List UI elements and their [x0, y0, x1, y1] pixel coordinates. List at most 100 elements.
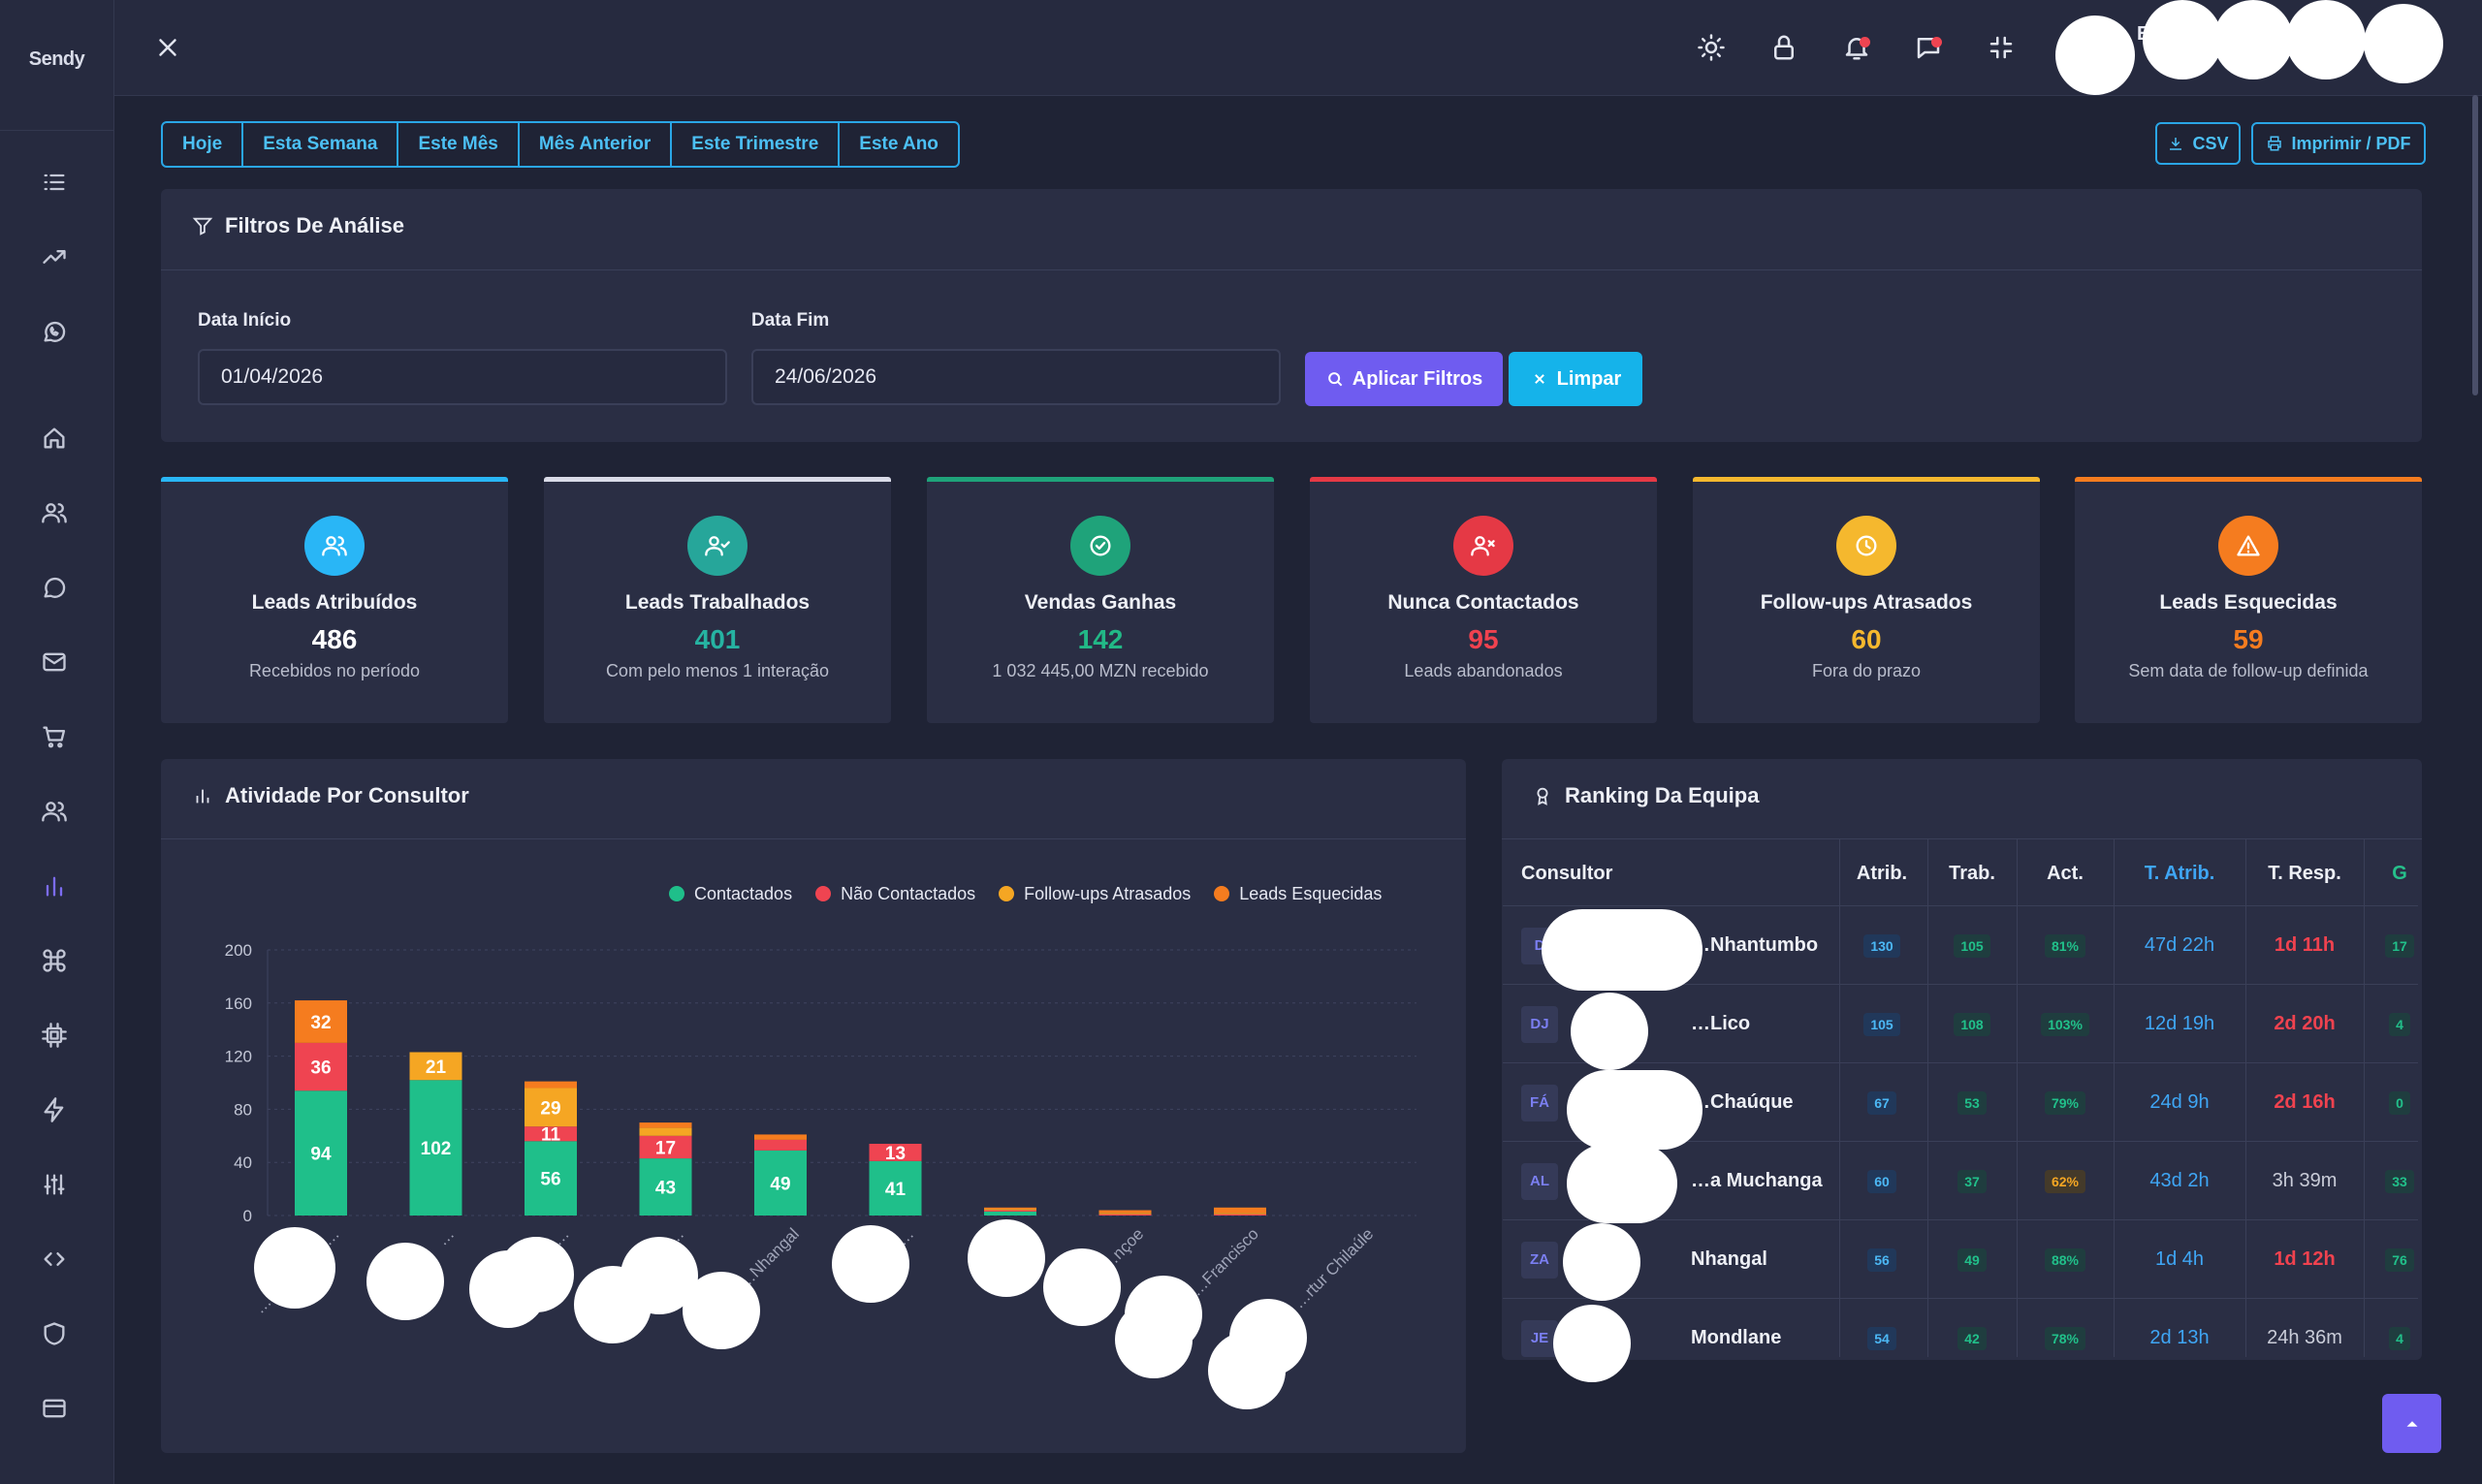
- t-resp-value: 2d 16h: [2274, 1091, 2336, 1113]
- legend-item-contactados[interactable]: Contactados: [669, 884, 792, 904]
- y-tick-label: 0: [243, 1207, 252, 1225]
- avatar: AL: [1521, 1162, 1558, 1200]
- table-cell: 53: [1927, 1063, 2017, 1142]
- legend-label: Contactados: [694, 884, 793, 903]
- table-cell: ZA: [1521, 1220, 1579, 1299]
- col-header-t-atrib[interactable]: T. Atrib.: [2144, 862, 2215, 884]
- close-icon[interactable]: [149, 29, 186, 66]
- chat-icon[interactable]: [37, 570, 72, 605]
- start-date-input[interactable]: 01/04/2026: [198, 349, 727, 405]
- clear-filters-button[interactable]: Limpar: [1509, 352, 1642, 406]
- team-icon[interactable]: [37, 794, 72, 829]
- command-icon[interactable]: [37, 943, 72, 978]
- redaction-mark: [2213, 0, 2293, 79]
- table-row[interactable]: ZA Nhangal 56 49 88% 1d 4h 1d 12h 76: [1503, 1219, 2418, 1299]
- table-cell: 1d 11h: [2245, 906, 2364, 985]
- table-row[interactable]: FÁ …Chaúque 67 53 79% 24d 9h 2d 16h 0: [1503, 1062, 2418, 1142]
- ranking-divider: [1502, 838, 2422, 839]
- table-cell: 47d 22h: [2114, 906, 2245, 985]
- kpi-title: Leads Atribuídos: [251, 591, 418, 614]
- data-label: 94: [310, 1145, 332, 1165]
- home-icon[interactable]: [37, 421, 72, 456]
- mail-icon[interactable]: [37, 645, 72, 679]
- bar-segment: [525, 1141, 577, 1216]
- redaction-mark: [366, 1243, 444, 1320]
- data-label: 49: [770, 1174, 790, 1194]
- apply-filters-button[interactable]: Aplicar Filtros: [1305, 352, 1503, 406]
- tab-hoje[interactable]: Hoje: [163, 123, 244, 166]
- table-cell: 3h 39m: [2245, 1142, 2364, 1220]
- zap-icon[interactable]: [37, 1092, 72, 1127]
- message-icon[interactable]: [1910, 29, 1947, 66]
- table-row[interactable]: AL …a Muchanga 60 37 62% 43d 2h 3h 39m 33: [1503, 1141, 2418, 1220]
- act-badge: 88%: [2044, 1247, 2086, 1272]
- legend-item-followups-atrasados[interactable]: Follow-ups Atrasados: [999, 884, 1191, 904]
- cart-icon[interactable]: [37, 719, 72, 754]
- print-pdf-button[interactable]: Imprimir / PDF: [2251, 122, 2426, 165]
- download-icon: [2170, 138, 2182, 150]
- tab-esta-semana[interactable]: Esta Semana: [243, 123, 399, 166]
- col-header-consultor[interactable]: Consultor: [1521, 862, 1613, 884]
- tab-este-ano[interactable]: Este Ano: [859, 134, 939, 154]
- g-badge: 4: [2389, 1012, 2410, 1036]
- kpi-accent-bar: [1693, 477, 2040, 482]
- atrib-badge: 130: [1863, 933, 1900, 958]
- t-atrib-value: 43d 2h: [2149, 1170, 2210, 1191]
- cpu-icon[interactable]: [37, 1018, 72, 1053]
- end-date-input[interactable]: 24/06/2026: [751, 349, 1281, 405]
- y-tick-label: 160: [225, 995, 252, 1013]
- bar-segment: [639, 1127, 692, 1136]
- data-label: 102: [421, 1139, 452, 1159]
- col-header-trab[interactable]: Trab.: [1949, 862, 1995, 884]
- code-icon[interactable]: [37, 1242, 72, 1277]
- sliders-icon[interactable]: [37, 1167, 72, 1202]
- bar-segment: [639, 1135, 692, 1159]
- kpi-accent-bar: [544, 477, 891, 482]
- avatar[interactable]: [2055, 16, 2135, 95]
- sun-icon[interactable]: [1693, 29, 1730, 66]
- consultant-name: …a Muchanga: [1691, 1170, 1823, 1191]
- page-scrollbar[interactable]: [2472, 95, 2478, 395]
- list-icon[interactable]: [37, 165, 72, 200]
- bell-icon[interactable]: [1838, 29, 1875, 66]
- data-label: 41: [885, 1180, 907, 1200]
- search-icon: [1327, 372, 1343, 387]
- legend-item-leads-esquecidas[interactable]: Leads Esquecidas: [1214, 884, 1382, 904]
- scroll-top-button[interactable]: [2382, 1394, 2441, 1453]
- col-header-act[interactable]: Act.: [2047, 862, 2084, 884]
- check-circle-icon: [1070, 516, 1130, 576]
- col-header-atrib[interactable]: Atrib.: [1856, 862, 1908, 884]
- bar-chart-icon[interactable]: [37, 868, 72, 903]
- table-row[interactable]: DJ …Lico 105 108 103% 12d 19h 2d 20h 4: [1503, 984, 2418, 1063]
- tab-mes-anterior[interactable]: Mês Anterior: [520, 123, 673, 166]
- legend-label: Leads Esquecidas: [1239, 884, 1383, 903]
- kpi-accent-bar: [2075, 477, 2422, 482]
- credit-card-icon[interactable]: [37, 1391, 72, 1426]
- kpi-card-vendas-ganhas: Vendas Ganhas 142 1 032 445,00 MZN receb…: [927, 477, 1274, 723]
- legend-label: Não Contactados: [841, 884, 976, 903]
- apply-filters-label: Aplicar Filtros: [1352, 367, 1483, 390]
- col-header-g[interactable]: G: [2392, 862, 2407, 884]
- tab-este-mes[interactable]: Este Mês: [398, 123, 520, 166]
- table-row[interactable]: D …Nhantumbo 130 105 81% 47d 22h 1d 11h 17: [1503, 905, 2418, 985]
- lock-icon[interactable]: [1766, 29, 1802, 66]
- table-row[interactable]: JE Mondlane 54 42 78% 2d 13h 24h 36m 4: [1503, 1298, 2418, 1377]
- x-icon: [1534, 374, 1544, 384]
- col-header-t-resp[interactable]: T. Resp.: [2268, 862, 2341, 884]
- chart-legend: Contactados Não Contactados Follow-ups A…: [669, 884, 1382, 904]
- users-icon[interactable]: [37, 495, 72, 530]
- legend-item-nao-contactados[interactable]: Não Contactados: [815, 884, 975, 904]
- redaction-mark: [1208, 1332, 1286, 1409]
- table-cell: Nhangal: [1691, 1220, 1836, 1299]
- bar-segment: [1098, 1213, 1152, 1215]
- kpi-value: 142: [1077, 624, 1124, 654]
- x-tick-label: …Francisco: [1187, 1224, 1262, 1300]
- kpi-subtitle: Sem data de follow-up definida: [2128, 661, 2369, 680]
- csv-button[interactable]: CSV: [2155, 122, 2241, 165]
- trending-up-icon[interactable]: [37, 239, 72, 274]
- data-label: 17: [655, 1138, 676, 1158]
- whatsapp-icon[interactable]: [37, 314, 72, 349]
- tab-este-trimestre[interactable]: Este Trimestre: [672, 123, 841, 166]
- collapse-icon[interactable]: [1983, 29, 2020, 66]
- shield-icon[interactable]: [37, 1316, 72, 1351]
